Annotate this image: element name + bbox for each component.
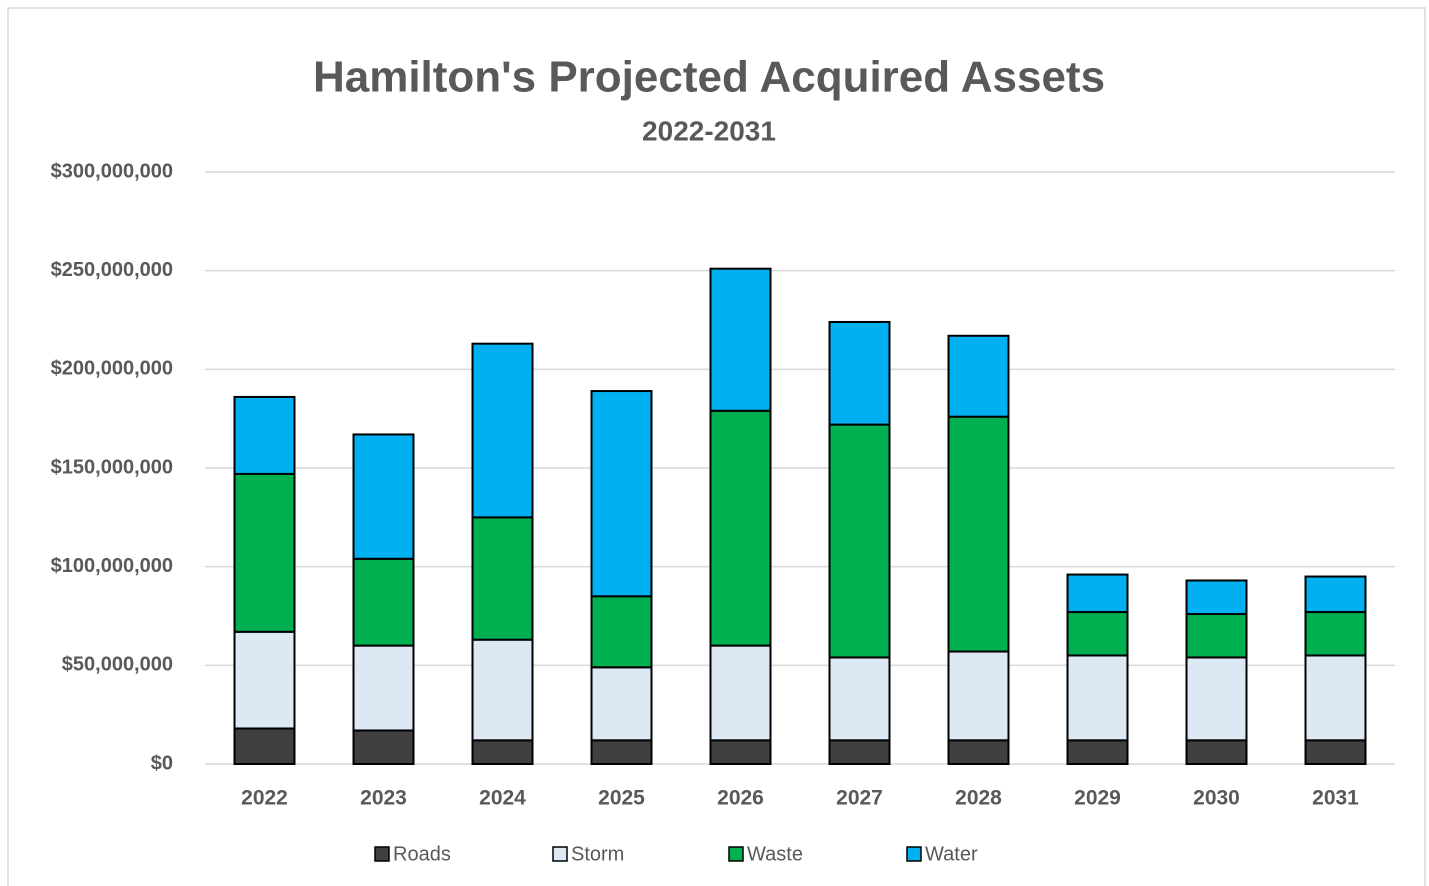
bar-segment [1066,739,1129,766]
x-tick-label: 2025 [598,787,645,810]
y-tick-label: $250,000,000 [51,259,173,281]
chart-title: Hamilton's Projected Acquired Assets [313,53,1105,102]
bar-segment [471,638,534,742]
bar-segment [1304,611,1367,657]
chart-subtitle: 2022-2031 [642,115,776,146]
bar-segment [1066,654,1129,742]
x-tick-label: 2026 [717,787,764,810]
legend-label: Roads [393,843,451,865]
legend-label: Storm [571,843,624,865]
bar-segment [1304,739,1367,766]
x-tick-label: 2030 [1193,787,1240,810]
bar-segment [828,320,891,426]
y-tick-label: $150,000,000 [51,456,173,478]
bar-segment [233,395,296,475]
bar-segment [709,739,772,766]
bar-segment [590,666,653,742]
bar-segment [1185,739,1248,766]
y-tick-label: $100,000,000 [51,555,173,577]
bar-segment [233,472,296,633]
bar-segment [471,739,534,766]
legend-swatch [906,846,922,862]
bar-segment [947,415,1010,653]
bar-segment [1304,575,1367,614]
x-tick-label: 2031 [1312,787,1359,810]
legend-swatch [552,846,568,862]
bar-segment [1185,613,1248,659]
bar-segment [947,739,1010,766]
bar-segment [352,644,415,732]
y-tick-label: $200,000,000 [51,358,173,380]
bar-segment [590,595,653,669]
x-tick-label: 2024 [479,787,526,810]
bar-segment [709,409,772,647]
x-tick-label: 2028 [955,787,1002,810]
bar-segment [709,267,772,412]
bar-segment [828,423,891,659]
bar-segment [1185,579,1248,616]
bar-segment [828,739,891,766]
x-tick-label: 2029 [1074,787,1121,810]
y-tick-label: $50,000,000 [62,654,173,676]
bar-segment [828,656,891,742]
x-tick-label: 2027 [836,787,883,810]
bar-segment [590,739,653,766]
bar-segment [471,516,534,641]
bar-segment [233,630,296,730]
y-tick-label: $300,000,000 [51,160,173,182]
bar-segment [352,557,415,647]
bar-segment [1066,611,1129,657]
x-tick-label: 2023 [360,787,407,810]
x-tick-label: 2022 [241,787,288,810]
bar-segment [590,390,653,598]
bar-segment [471,342,534,519]
legend-label: Water [925,843,978,865]
bar-segment [352,729,415,765]
y-tick-label: $0 [151,752,173,774]
bar-segment [233,727,296,765]
bar-segment [1304,654,1367,742]
bar-segment [1185,656,1248,742]
bar-segment [947,650,1010,742]
bar-segment [709,644,772,742]
bar-segment [1066,573,1129,614]
legend-label: Waste [747,843,803,865]
bar-segment [352,433,415,560]
legend-swatch [728,846,744,862]
legend-swatch [374,846,390,862]
bar-segment [947,334,1010,418]
